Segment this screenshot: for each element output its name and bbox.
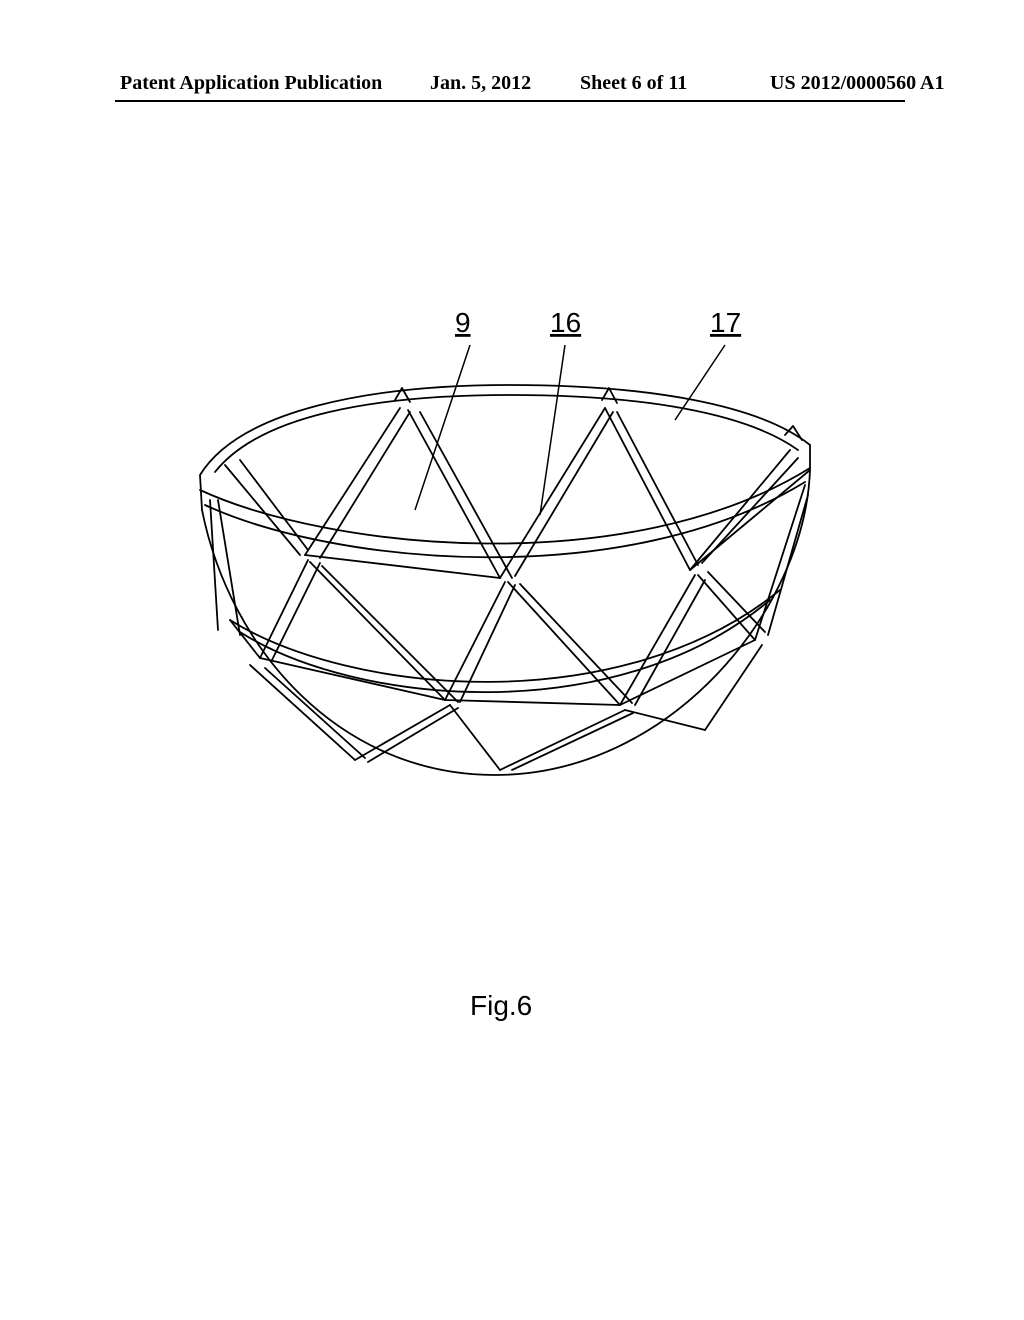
figure-caption: Fig.6 [470,990,532,1022]
header-pubno: US 2012/0000560 A1 [770,72,944,95]
header-rule [115,100,905,102]
svg-text:17: 17 [710,307,741,338]
header-date: Jan. 5, 2012 [430,72,531,95]
geodesic-shell [200,385,810,775]
svg-text:9: 9 [455,307,471,338]
reference-labels: 9 16 17 [455,307,741,338]
figure-6-drawing: 9 16 17 [150,300,870,840]
header-left: Patent Application Publication [120,72,382,95]
reference-leaders [415,345,725,515]
header-sheet: Sheet 6 of 11 [580,72,687,95]
svg-text:16: 16 [550,307,581,338]
